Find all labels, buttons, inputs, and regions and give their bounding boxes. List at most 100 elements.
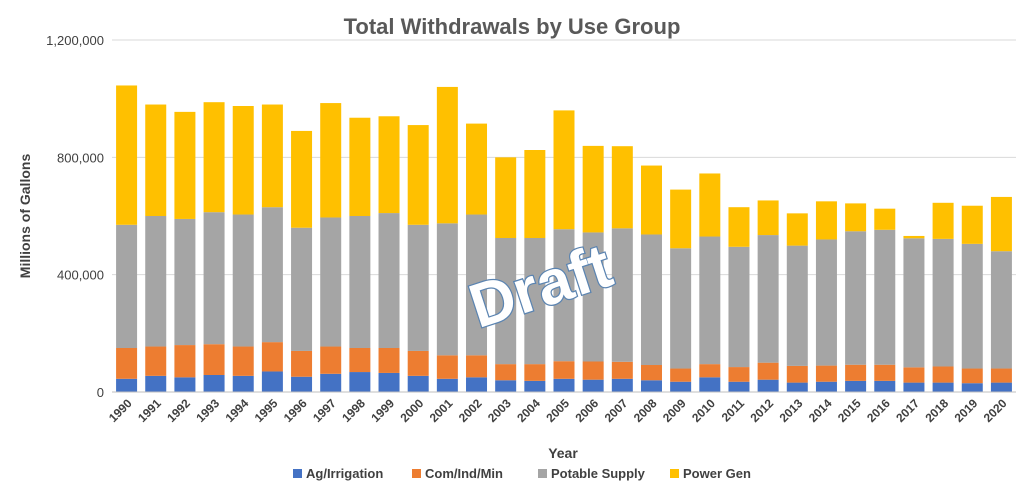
bar-segment <box>291 376 313 392</box>
bar-segment <box>291 350 313 377</box>
x-tick-label: 2018 <box>922 396 951 425</box>
bar-segment <box>961 205 983 244</box>
x-tick-label: 2010 <box>689 396 718 425</box>
bar-segment <box>495 364 517 381</box>
bar-segment <box>261 371 283 392</box>
bar-segment <box>611 361 633 379</box>
bar-segment <box>932 382 954 392</box>
y-tick-label: 800,000 <box>57 150 104 165</box>
x-tick-label: 1991 <box>135 396 164 425</box>
bar-segment <box>640 380 662 392</box>
bar-segment <box>932 366 954 383</box>
bar-segment <box>378 372 400 392</box>
bar-segment <box>728 381 750 392</box>
bar-segment <box>407 125 429 225</box>
bar-segment <box>116 378 138 392</box>
bar-segment <box>640 234 662 366</box>
x-axis-title: Year <box>548 445 578 461</box>
x-tick-label: 2005 <box>543 396 572 425</box>
bar-segment <box>932 238 954 367</box>
bar-segment <box>699 236 721 365</box>
bar-segment <box>349 348 371 373</box>
bar-segment <box>874 208 896 230</box>
bar-segment <box>466 355 488 378</box>
bar-segment <box>203 212 225 345</box>
bar-segment <box>961 243 983 369</box>
bar-segment <box>961 368 983 384</box>
bar-segment <box>203 344 225 375</box>
bar-segment <box>495 380 517 392</box>
bar-segment <box>815 365 837 382</box>
bar-segment <box>174 218 196 346</box>
bar-segment <box>261 342 283 372</box>
bar-segment <box>232 106 254 215</box>
bar-segment <box>145 375 167 392</box>
bar-segment <box>320 103 342 218</box>
bars <box>116 85 1012 392</box>
bar-segment <box>436 355 458 379</box>
bar-segment <box>553 110 575 230</box>
bar-segment <box>903 235 925 239</box>
x-tick-label: 1998 <box>339 396 368 425</box>
bar-segment <box>845 203 867 232</box>
bar-segment <box>116 348 138 379</box>
bar-segment <box>670 368 692 382</box>
bar-segment <box>349 372 371 392</box>
bar-segment <box>261 104 283 208</box>
bar-segment <box>757 200 779 236</box>
bar-segment <box>815 381 837 392</box>
y-tick-label: 400,000 <box>57 268 104 283</box>
bar-segment <box>728 207 750 247</box>
bar-segment <box>670 189 692 249</box>
x-tick-label: 2020 <box>981 396 1010 425</box>
bar-segment <box>116 85 138 225</box>
bar-segment <box>582 361 604 380</box>
bar-segment <box>174 345 196 378</box>
bar-segment <box>699 377 721 392</box>
x-tick-label: 2008 <box>631 396 660 425</box>
legend-swatch <box>412 469 421 478</box>
bar-segment <box>611 228 633 362</box>
bar-segment <box>378 213 400 348</box>
x-tick-label: 1990 <box>106 396 135 425</box>
legend: Ag/Irrigation Com/Ind/Min Potable Supply Po… <box>293 466 751 481</box>
bar-segment <box>524 238 546 365</box>
x-tick-label: 1992 <box>164 396 193 425</box>
x-tick-label: 2002 <box>456 396 485 425</box>
bar-segment <box>582 379 604 392</box>
x-tick-label: 2013 <box>777 396 806 425</box>
bar-segment <box>845 231 867 365</box>
bar-segment <box>407 350 429 376</box>
bar-segment <box>786 365 808 383</box>
bar-segment <box>232 214 254 347</box>
bar-segment <box>436 378 458 392</box>
bar-segment <box>291 227 313 351</box>
bar-segment <box>757 379 779 392</box>
x-tick-label: 2003 <box>485 396 514 425</box>
bar-segment <box>845 364 867 381</box>
y-tick-label: 0 <box>97 385 104 400</box>
bar-segment <box>291 130 313 228</box>
bar-segment <box>815 201 837 240</box>
bar-segment <box>990 251 1012 369</box>
y-tick-label: 1,200,000 <box>46 33 104 48</box>
bar-segment <box>349 216 371 348</box>
bar-segment <box>261 207 283 343</box>
legend-swatch <box>670 469 679 478</box>
bar-segment <box>436 223 458 356</box>
bar-segment <box>815 239 837 366</box>
bar-segment <box>786 245 808 366</box>
bar-segment <box>961 383 983 392</box>
bar-segment <box>553 361 575 379</box>
x-tick-label: 2017 <box>893 396 922 425</box>
bar-segment <box>903 367 925 383</box>
bar-segment <box>145 104 167 216</box>
x-axis-ticks: 1990 1991 1992 1993 1994 1995 1996 1997 1998 1999… <box>106 396 1010 425</box>
bar-segment <box>349 117 371 216</box>
legend-swatch <box>293 469 302 478</box>
x-tick-label: 2012 <box>747 396 776 425</box>
x-tick-label: 1993 <box>193 396 222 425</box>
bar-segment <box>903 382 925 392</box>
bar-segment <box>174 111 196 219</box>
